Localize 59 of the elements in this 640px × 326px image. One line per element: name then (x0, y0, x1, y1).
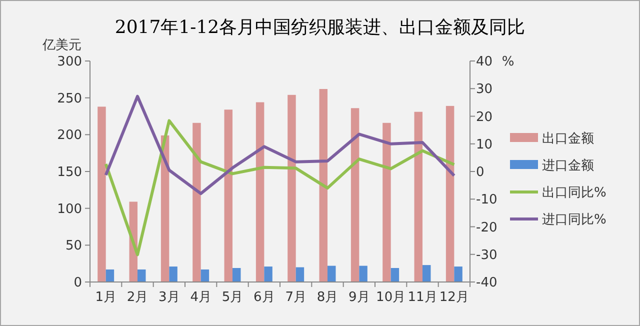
x-tick-label: 6月 (254, 290, 275, 305)
y2-axis-title: % (502, 54, 514, 70)
legend-label: 进口金额 (542, 158, 594, 174)
y2-tick-label: -20 (476, 220, 498, 236)
y2-tick-label: 20 (476, 110, 493, 125)
y2-tick-label: 40 (476, 54, 493, 70)
y-tick-label: 100 (57, 202, 82, 217)
y2-tick-label: -40 (476, 276, 498, 291)
bar (319, 88, 328, 282)
bar (454, 266, 462, 282)
x-tick-label: 5月 (222, 290, 244, 305)
y-tick-label: 150 (57, 165, 82, 180)
bar (224, 110, 232, 282)
y2-tick-label: 30 (476, 82, 493, 98)
bar (422, 265, 431, 282)
bar (169, 266, 178, 282)
y2-tick-label: -10 (476, 192, 498, 208)
line-series (104, 119, 456, 256)
bar (264, 266, 272, 282)
y-tick-label: 300 (57, 54, 82, 70)
y2-tick-label: 0 (476, 165, 484, 180)
bar (328, 266, 336, 282)
x-tick-label: 1月 (95, 290, 116, 305)
x-tick-label: 2月 (126, 290, 148, 305)
y2-tick-label: -30 (476, 248, 498, 263)
x-tick-label: 7月 (285, 290, 306, 305)
y-axis-title: 亿美元 (42, 37, 82, 53)
bar (446, 106, 454, 282)
x-tick-label: 12月 (439, 290, 469, 305)
y2-tick-label: 10 (476, 137, 493, 152)
x-tick-label: 11月 (408, 290, 438, 305)
bar (256, 102, 264, 282)
bar (192, 122, 201, 282)
bar (414, 112, 422, 282)
bar (296, 267, 304, 282)
bar (138, 269, 146, 282)
x-tick-label: 4月 (190, 290, 212, 305)
bar (390, 268, 400, 282)
line-series (104, 94, 456, 196)
bar (106, 269, 114, 282)
x-tick-label: 10月 (376, 290, 406, 305)
y-tick-label: 0 (74, 276, 82, 291)
chart-title: 2017年1-12各月中国纺织服装进、出口金额及同比 (114, 17, 526, 38)
y-tick-label: 200 (57, 128, 82, 144)
x-tick-label: 8月 (316, 290, 338, 305)
bar (382, 122, 391, 282)
bar (350, 108, 360, 282)
bar (98, 106, 106, 282)
legend-label: 出口金额 (542, 132, 594, 147)
x-tick-label: 3月 (158, 290, 180, 305)
bar (359, 266, 368, 282)
legend-label: 出口同比% (542, 186, 606, 201)
y-tick-label: 250 (57, 91, 82, 106)
bar (288, 94, 296, 282)
bar (200, 269, 210, 282)
y-tick-label: 50 (65, 238, 82, 254)
bar (232, 268, 241, 282)
x-tick-label: 9月 (348, 290, 370, 305)
legend-label: 进口同比% (542, 212, 606, 228)
